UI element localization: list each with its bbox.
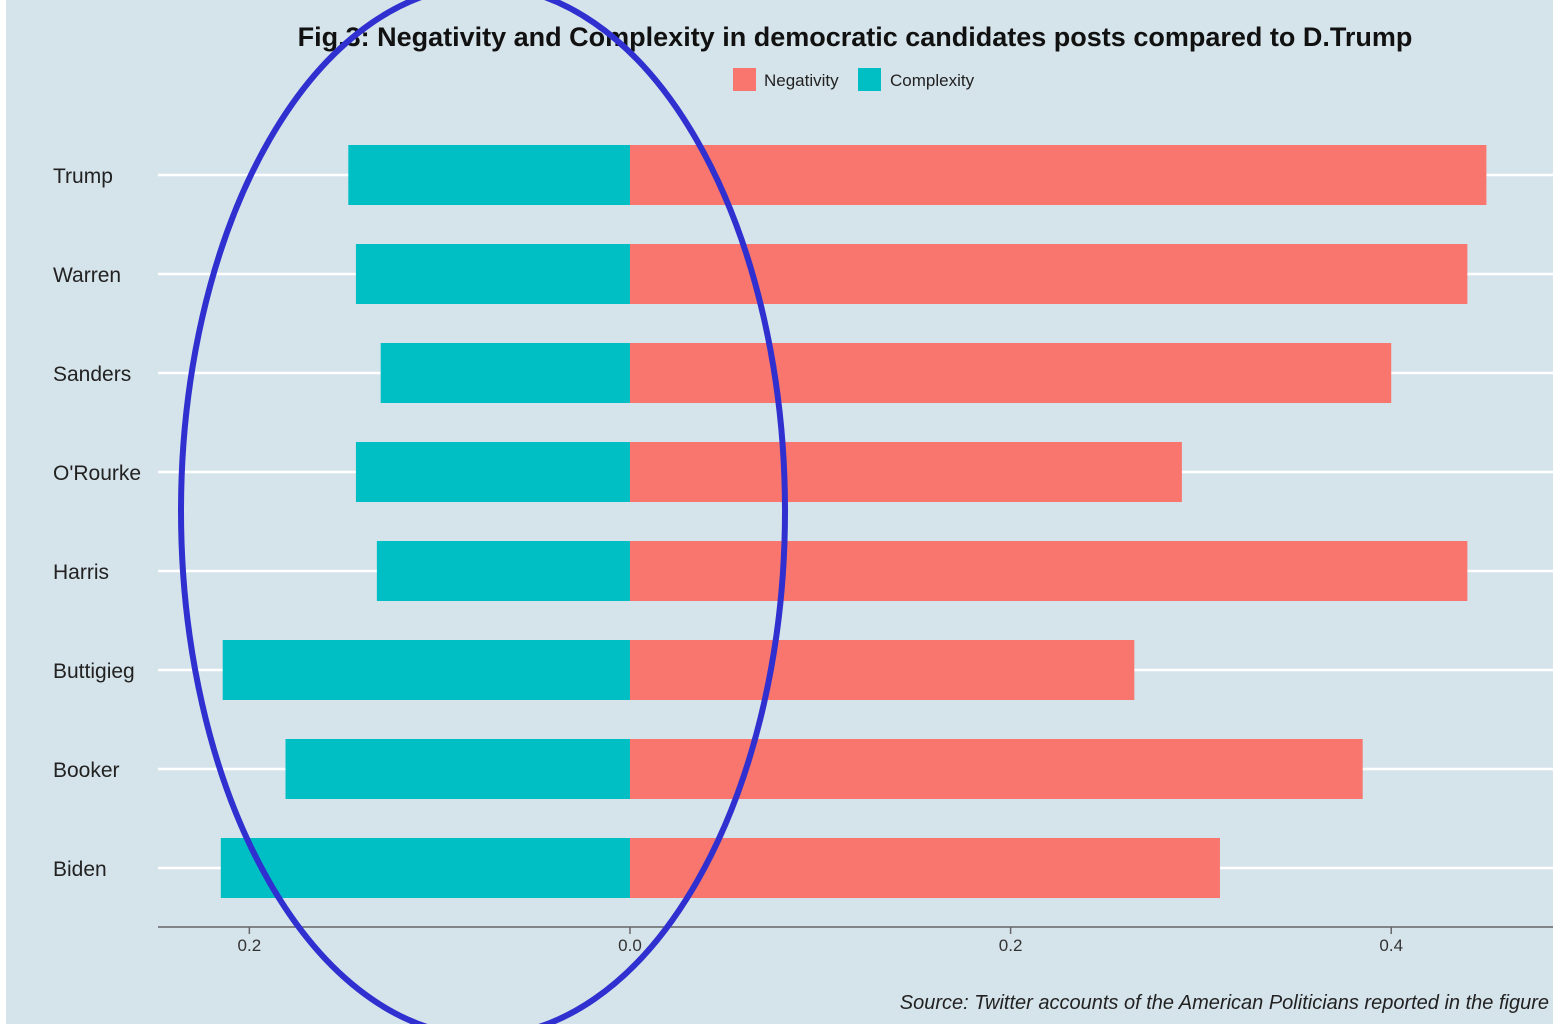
x-tick-label: 0.2 [999,936,1023,955]
category-label-buttigieg: Buttigieg [53,660,135,683]
category-labels: Trump Warren Sanders O'Rourke Harris Buttigie… [53,165,141,881]
category-label-sanders: Sanders [53,363,131,386]
bar-complexity-orourke [355,442,630,502]
legend: Negativity Complexity [733,68,975,91]
bar-negativity-harris [629,541,1468,601]
bar-complexity-buttigieg [222,640,630,700]
category-label-harris: Harris [53,561,109,584]
bar-negativity-sanders [629,343,1392,403]
x-tick-label: 0.4 [1379,936,1403,955]
x-axis-ticks: 0.2 0.0 0.2 0.4 [238,927,1403,955]
bar-complexity-harris [376,541,630,601]
bar-negativity-warren [629,244,1468,304]
bar-negativity-orourke [629,442,1182,502]
bar-negativity-buttigieg [629,640,1135,700]
x-tick-label: 0.2 [238,936,262,955]
bar-complexity-trump [348,145,630,205]
legend-swatch-complexity [858,68,881,91]
category-label-orourke: O'Rourke [53,462,141,485]
bar-complexity-booker [285,739,630,799]
source-note: Source: Twitter accounts of the American… [900,992,1549,1014]
category-label-warren: Warren [53,264,121,287]
bar-complexity-sanders [380,343,630,403]
category-label-booker: Booker [53,759,120,782]
bar-negativity-biden [629,838,1220,898]
legend-swatch-negativity [733,68,756,91]
highlight-ellipse [178,0,788,1024]
legend-label-complexity: Complexity [890,71,975,90]
legend-label-negativity: Negativity [764,71,839,90]
category-label-biden: Biden [53,858,107,881]
bar-complexity-biden [220,838,630,898]
bar-negativity-trump [629,145,1487,205]
chart-title: Fig.3: Negativity and Complexity in demo… [298,22,1413,52]
bars [220,145,1487,898]
bar-complexity-warren [355,244,630,304]
x-tick-label: 0.0 [618,936,642,955]
category-label-trump: Trump [53,165,113,188]
